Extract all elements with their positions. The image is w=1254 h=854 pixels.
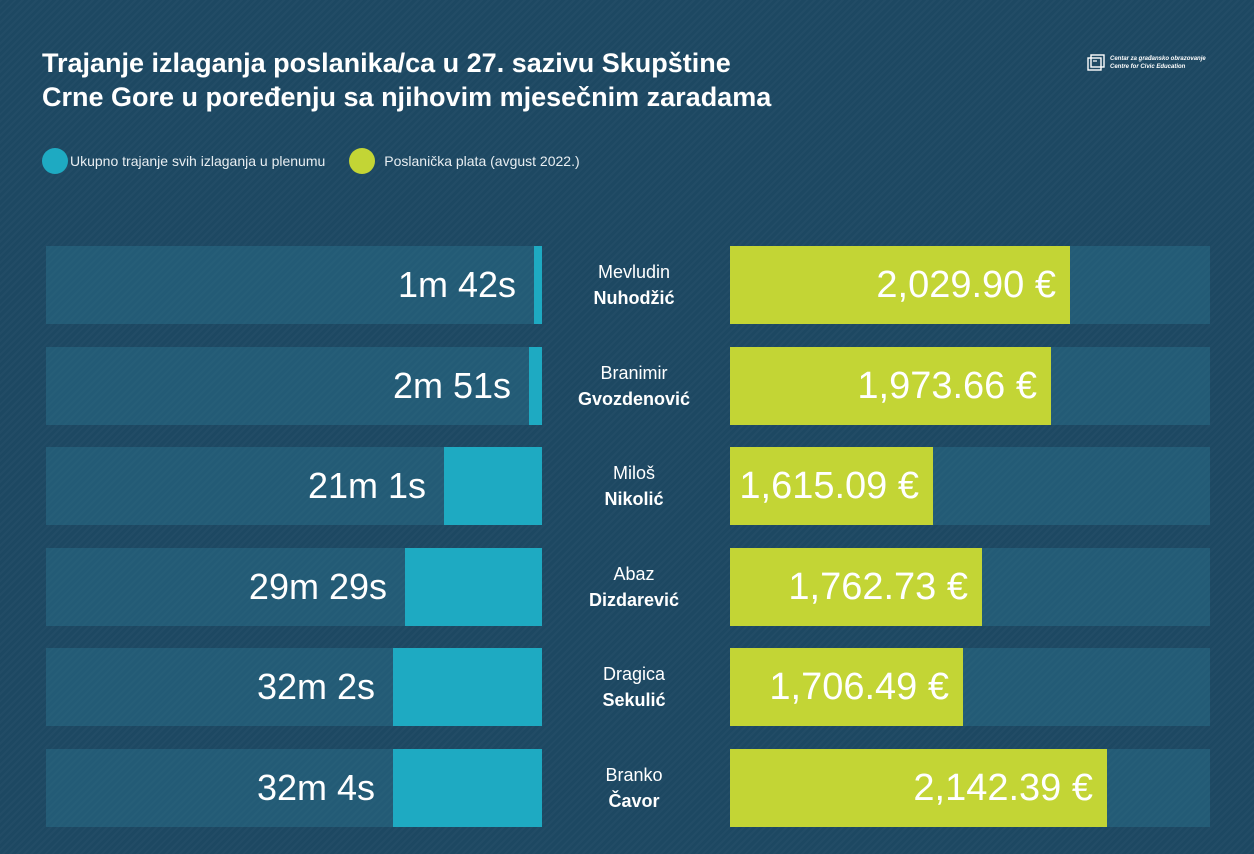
legend-swatch-duration [42, 148, 68, 174]
person-name: Abaz Dizdarević [560, 561, 708, 613]
cgo-logo-icon [1087, 54, 1105, 71]
person-name: Mevludin Nuhodžić [560, 259, 708, 311]
duration-label: 21m 1s [307, 465, 426, 506]
chart-row: 1m 42s Mevludin Nuhodžić 2,029.90 € [0, 246, 1254, 324]
duration-bar [393, 749, 542, 827]
duration-bar [529, 347, 542, 425]
person-first-name: Mevludin [597, 262, 671, 282]
salary-bar [730, 447, 933, 525]
person-last-name: Nuhodžić [593, 288, 675, 308]
salary-label: 1,762.73 € [788, 566, 968, 608]
cgo-logo-line-1: Centar za građansko obrazovanje [1110, 56, 1206, 62]
person-first-name: Branimir [600, 363, 668, 383]
chart-row: 2m 51s Branimir Gvozdenović 1,973.66 € [0, 347, 1254, 425]
person-first-name: Dragica [602, 664, 666, 684]
salary-label: 2,142.39 € [913, 767, 1093, 809]
person-last-name: Sekulić [602, 690, 666, 710]
salary-label: 1,973.66 € [857, 365, 1037, 407]
duration-label: 2m 51s [392, 365, 511, 406]
legend: Ukupno trajanje svih izlaganja u plenumu… [42, 148, 604, 174]
chart-row: 32m 2s Dragica Sekulić 1,706.49 € [0, 648, 1254, 726]
cgo-logo-text: Centar za građansko obrazovanje Centre f… [1110, 55, 1206, 71]
salary-bar [730, 749, 1107, 827]
salary-label: 2,029.90 € [876, 264, 1056, 306]
legend-item-duration: Ukupno trajanje svih izlaganja u plenumu [42, 148, 325, 174]
person-last-name: Gvozdenović [577, 389, 691, 409]
salary-bar [730, 246, 1070, 324]
duration-label: 32m 4s [256, 767, 375, 808]
duration-bar [444, 447, 542, 525]
person-name: Branko Čavor [560, 762, 708, 814]
duration-label: 32m 2s [256, 666, 375, 707]
salary-bar [730, 648, 963, 726]
legend-label-salary: Poslanička plata (avgust 2022.) [384, 153, 580, 169]
chart-row: 29m 29s Abaz Dizdarević 1,762.73 € [0, 548, 1254, 626]
legend-swatch-salary [349, 148, 376, 174]
duration-bar [405, 548, 542, 626]
person-name: Miloš Nikolić [560, 460, 708, 512]
chart-row: 21m 1s Miloš Nikolić 1,615.09 € [0, 447, 1254, 525]
cgo-logo: Centar za građansko obrazovanje Centre f… [1087, 54, 1206, 72]
duration-track [46, 246, 542, 324]
salary-bar [730, 548, 982, 626]
person-first-name: Branko [605, 765, 663, 785]
duration-bar [534, 246, 542, 324]
salary-label: 1,615.09 € [739, 465, 919, 507]
chart-title-line-2: Crne Gore u poređenju sa njihovim mjeseč… [42, 82, 772, 112]
person-last-name: Dizdarević [588, 590, 680, 610]
person-last-name: Nikolić [604, 489, 664, 509]
legend-item-salary: Poslanička plata (avgust 2022.) [349, 148, 580, 174]
person-first-name: Miloš [612, 463, 655, 483]
duration-track [46, 347, 542, 425]
duration-label: 29m 29s [248, 566, 387, 607]
chart-row: 32m 4s Branko Čavor 2,142.39 € [0, 749, 1254, 827]
salary-bar [730, 347, 1051, 425]
person-name: Branimir Gvozdenović [560, 360, 708, 412]
chart-title: Trajanje izlaganja poslanika/ca u 27. sa… [42, 46, 1022, 114]
legend-label-duration: Ukupno trajanje svih izlaganja u plenumu [70, 153, 326, 169]
person-name: Dragica Sekulić [560, 661, 708, 713]
duration-bar [393, 648, 542, 726]
person-first-name: Abaz [613, 564, 655, 584]
person-last-name: Čavor [608, 791, 660, 811]
chart-title-line-1: Trajanje izlaganja poslanika/ca u 27. sa… [42, 48, 731, 78]
duration-label: 1m 42s [397, 264, 516, 305]
cgo-logo-line-2: Centre for Civic Education [1110, 64, 1186, 70]
salary-label: 1,706.49 € [769, 666, 949, 708]
